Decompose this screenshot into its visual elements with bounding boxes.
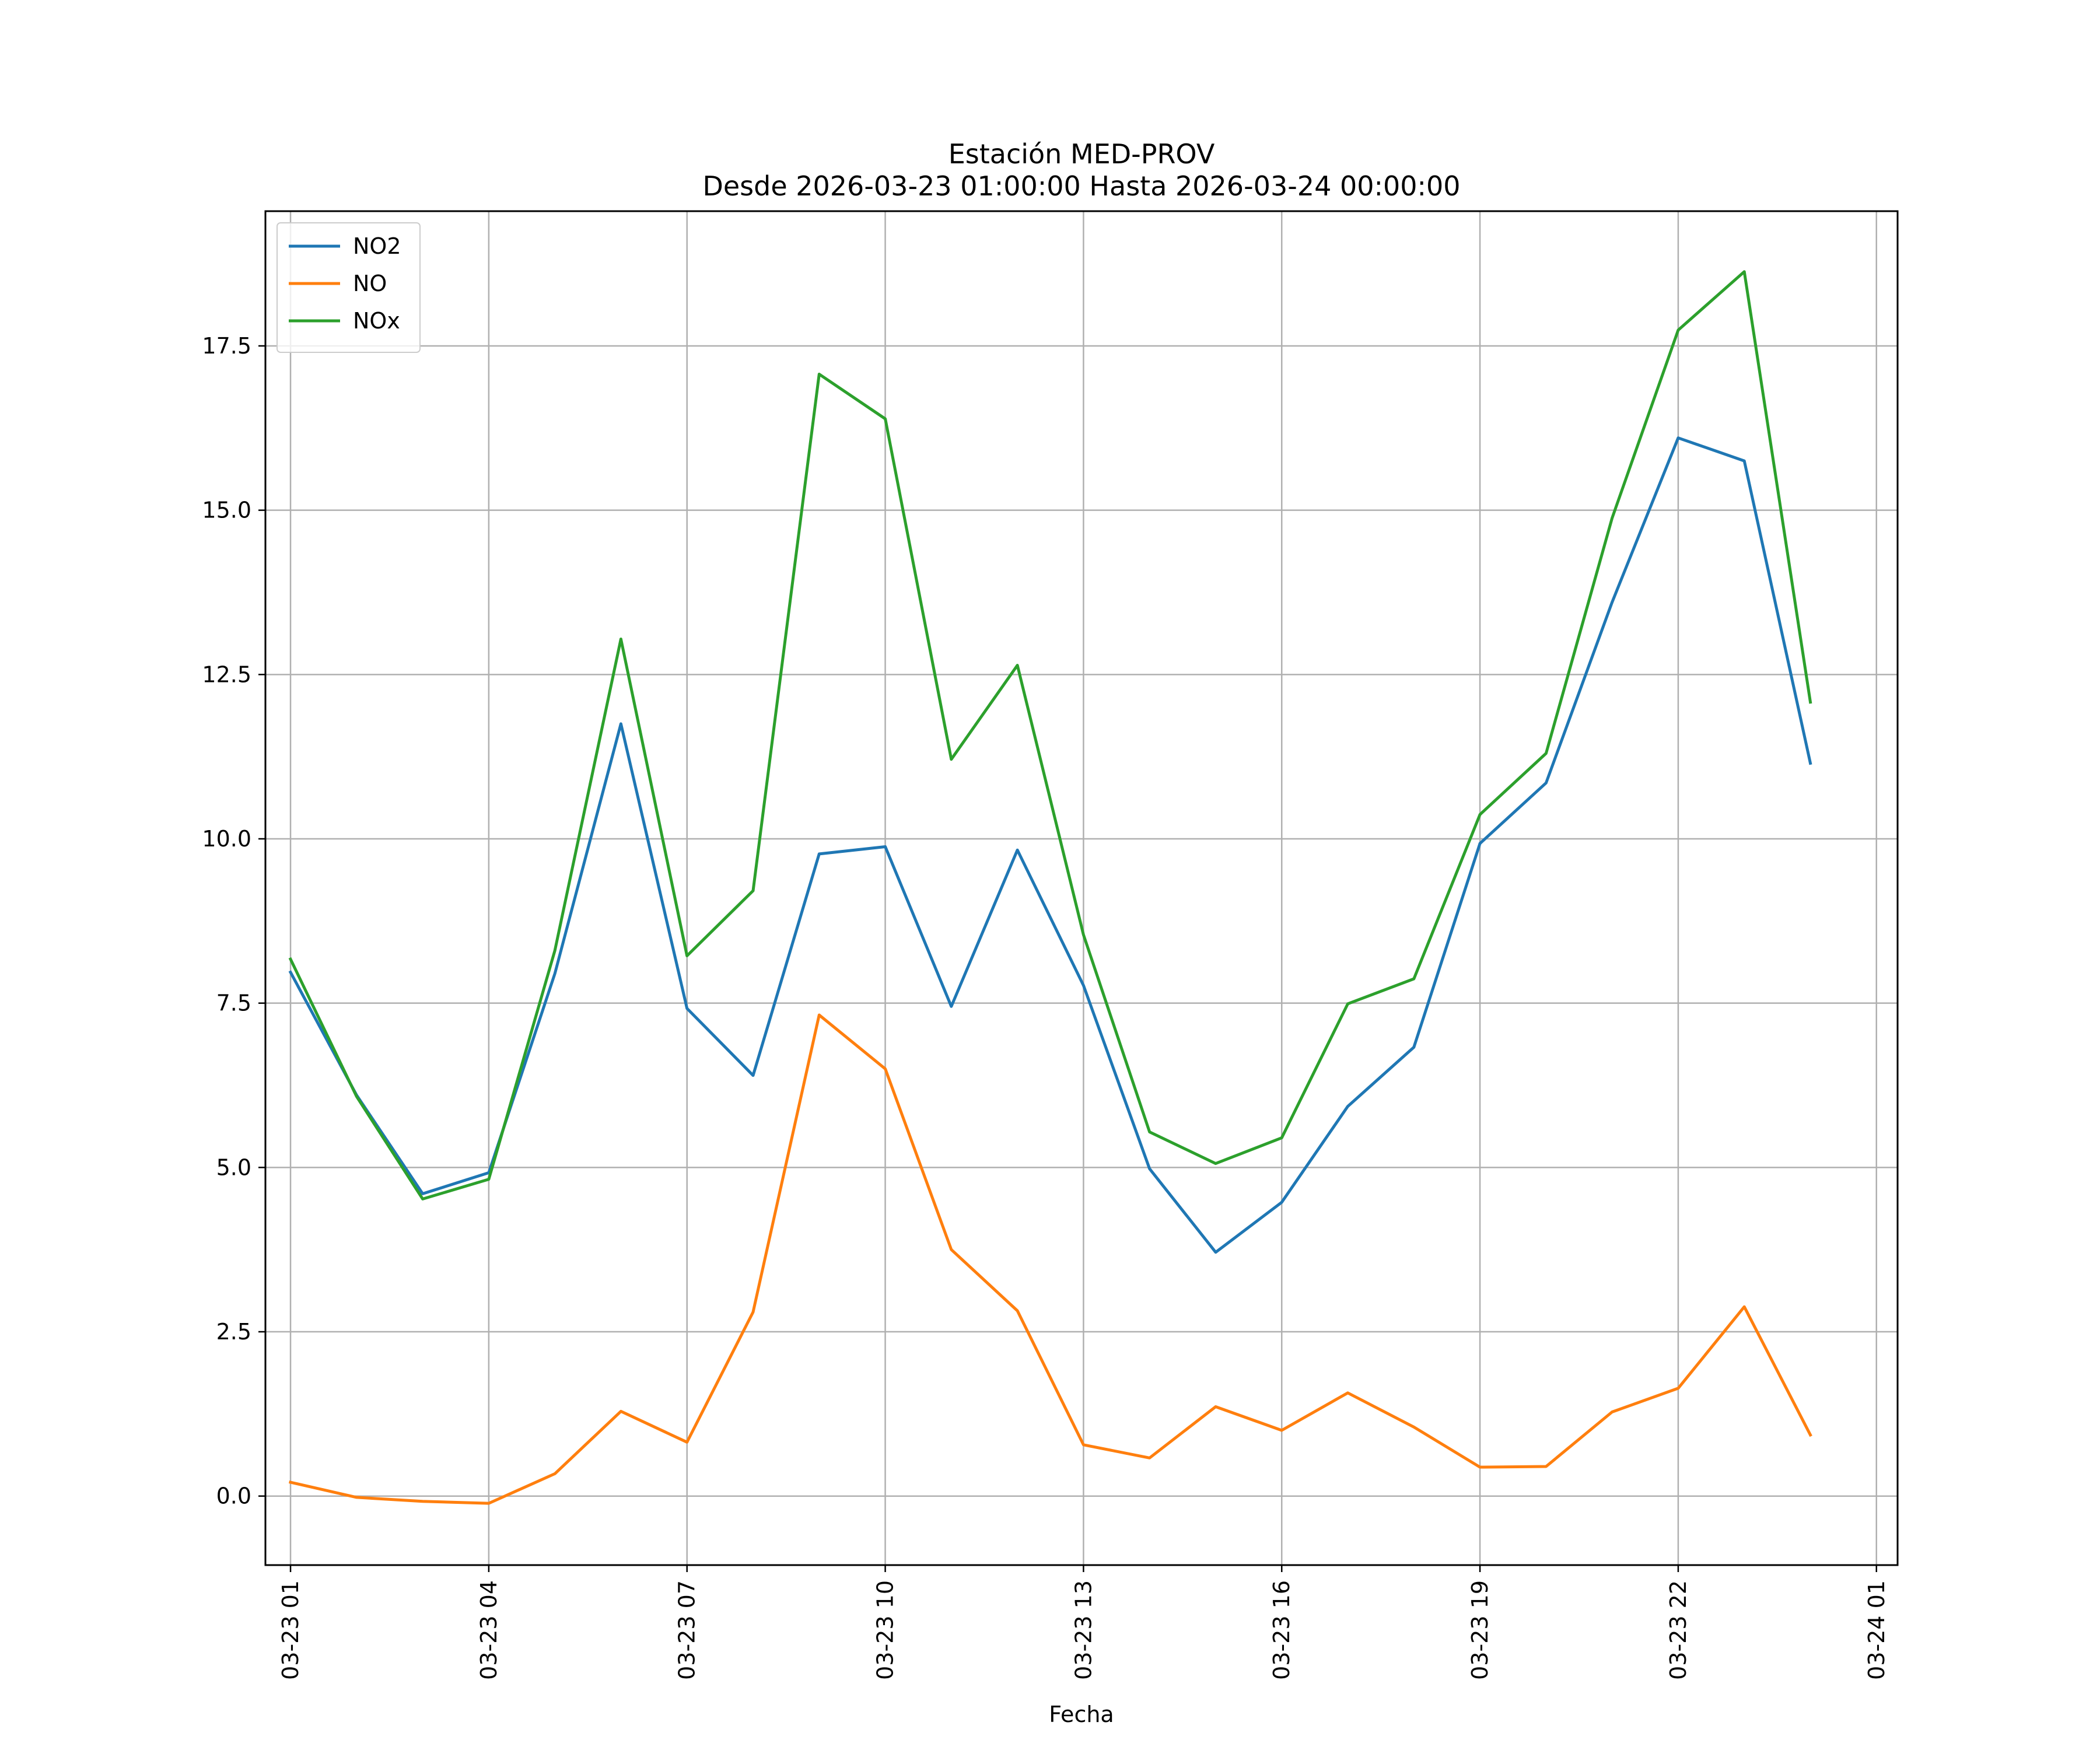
x-tick-label: 03-23 04	[476, 1580, 502, 1680]
x-axis-ticks: 03-23 01 03-23 04 03-23 07 03-23 10 03-23 13…	[278, 1565, 1889, 1680]
y-axis-ticks: 0.0 2.5 5.0 7.5 10.0 12.5 15.0 17.5	[202, 333, 265, 1509]
x-axis-label: Fecha	[1049, 1702, 1114, 1727]
series-line-nox	[288, 270, 1812, 1200]
legend-label-nox: NOx	[353, 308, 400, 334]
x-tick-label: 03-23 13	[1070, 1580, 1096, 1680]
y-tick-label: 17.5	[202, 333, 251, 359]
y-tick-label: 15.0	[202, 498, 251, 523]
legend: NO2 NO NOx	[276, 222, 421, 353]
y-tick-label: 5.0	[216, 1154, 251, 1180]
x-tick-label: 03-23 10	[873, 1580, 898, 1680]
y-tick-label: 0.0	[216, 1483, 251, 1509]
y-tick-label: 10.0	[202, 826, 251, 852]
x-tick-label: 03-23 07	[674, 1580, 700, 1680]
series-line-no2	[288, 436, 1812, 1254]
legend-label-no2: NO2	[353, 233, 401, 259]
grid	[265, 211, 1898, 1565]
plot-frame	[264, 210, 1899, 1566]
legend-label-no: NO	[353, 271, 387, 296]
y-tick-label: 2.5	[216, 1319, 251, 1345]
x-tick-label: 03-23 19	[1467, 1580, 1493, 1680]
series-lines	[288, 270, 1812, 1505]
x-tick-label: 03-23 22	[1665, 1580, 1691, 1680]
x-tick-label: 03-24 01	[1864, 1580, 1889, 1680]
chart-title: Estación MED-PROV	[949, 138, 1215, 170]
x-tick-label: 03-23 16	[1269, 1580, 1294, 1680]
series-line-no	[289, 1013, 1812, 1505]
y-tick-label: 7.5	[216, 991, 251, 1016]
chart-subtitle: Desde 2026-03-23 01:00:00 Hasta 2026-03-…	[702, 170, 1460, 202]
y-tick-label: 12.5	[202, 662, 251, 687]
x-tick-label: 03-23 01	[278, 1580, 303, 1680]
